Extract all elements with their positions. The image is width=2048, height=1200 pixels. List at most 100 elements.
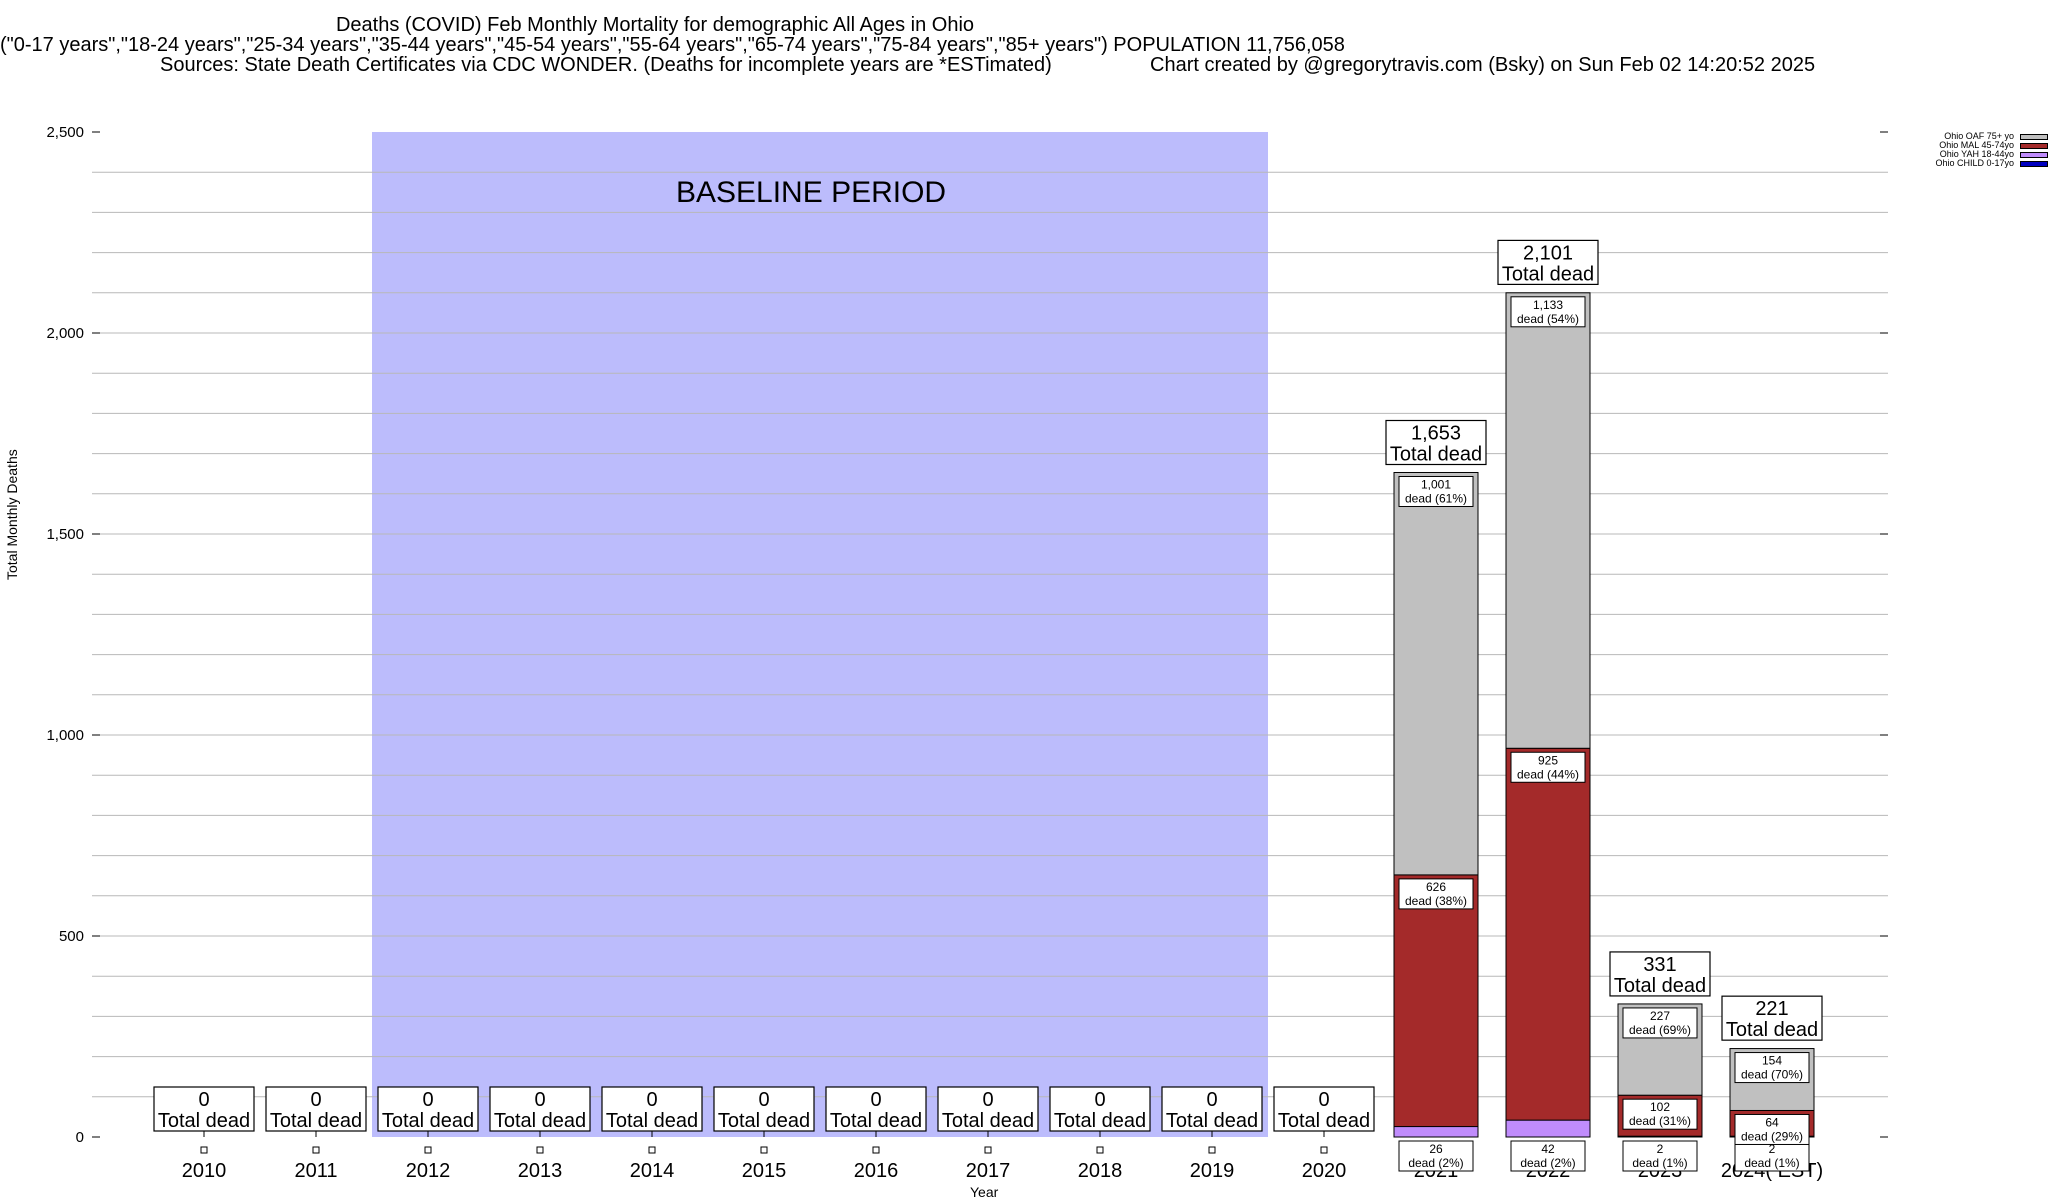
total-label-value: 0 [198, 1089, 209, 1111]
total-label-suffix: Total dead [1726, 1019, 1818, 1041]
total-label-box [1609, 951, 1711, 997]
total-label-value: 0 [1094, 1089, 1105, 1111]
zero-marker [1320, 1146, 1328, 1154]
segment-label-box [1622, 1140, 1698, 1172]
segment-label-pct: dead (29%) [1741, 1129, 1803, 1143]
segment-label-pct: dead (61%) [1405, 491, 1467, 505]
segment-label-value: 64 [1765, 1115, 1779, 1129]
zero-marker [1208, 1146, 1216, 1154]
total-label-value: 0 [534, 1089, 545, 1111]
total-label-box [265, 1086, 367, 1132]
x-tick-label: 2013 [518, 1160, 563, 1182]
total-label-value: 1,653 [1411, 422, 1461, 444]
chart-subtitle: ("0-17 years","18-24 years","25-34 years… [0, 34, 1345, 56]
legend-label: Ohio CHILD 0-17yo [1935, 158, 2014, 168]
x-tick-label: 2017 [966, 1160, 1011, 1182]
total-label-box [713, 1086, 815, 1132]
x-tick-label: 2012 [406, 1160, 451, 1182]
total-label-suffix: Total dead [830, 1110, 922, 1132]
total-label-value: 331 [1643, 954, 1676, 976]
y-tick-label: 1,000 [46, 727, 84, 744]
legend-item-child: Ohio CHILD 0-17yo [1888, 159, 2048, 168]
bar-segment [1393, 1126, 1479, 1138]
y-tick-label: 500 [59, 928, 84, 945]
legend-label: Ohio MAL 45-74yo [1939, 140, 2014, 150]
segment-label-box [1622, 1098, 1698, 1130]
segment-label-box [1734, 1140, 1810, 1172]
segment-label-pct: dead (70%) [1741, 1068, 1803, 1082]
total-label-box [377, 1086, 479, 1132]
total-label-value: 0 [758, 1089, 769, 1111]
legend-swatch [2020, 133, 2048, 140]
bar-segment [1505, 747, 1591, 1121]
y-tick-label: 0 [76, 1129, 84, 1146]
segment-label-box [1734, 1113, 1810, 1145]
segment-label-box [1510, 1140, 1586, 1172]
total-label-suffix: Total dead [270, 1110, 362, 1132]
segment-label-box [1398, 1140, 1474, 1172]
x-tick-label: 2011 [294, 1160, 337, 1182]
segment-label-pct: dead (38%) [1405, 894, 1467, 908]
y-tick-label: 1,500 [46, 526, 84, 543]
segment-label-pct: dead (69%) [1629, 1023, 1691, 1037]
segment-label-pct: dead (54%) [1517, 312, 1579, 326]
sources-note: Sources: State Death Certificates via CD… [160, 54, 1052, 76]
zero-marker [648, 1146, 656, 1154]
segment-label-value: 42 [1541, 1142, 1555, 1156]
segment-label-box [1510, 296, 1586, 328]
total-label-box [601, 1086, 703, 1132]
bar-segment [1393, 471, 1479, 876]
x-tick-label: 2010 [182, 1160, 227, 1182]
total-label-suffix: Total dead [494, 1110, 586, 1132]
total-label-box [153, 1086, 255, 1132]
total-label-value: 0 [982, 1089, 993, 1111]
legend-swatch [2020, 142, 2048, 149]
zero-marker [1096, 1146, 1104, 1154]
x-tick-label: 2014 [630, 1160, 675, 1182]
total-label-suffix: Total dead [382, 1110, 474, 1132]
total-label-box [1049, 1086, 1151, 1132]
total-label-suffix: Total dead [1502, 263, 1594, 285]
baseline-period-shading [372, 132, 1268, 1137]
zero-marker [536, 1146, 544, 1154]
total-label-box [937, 1086, 1039, 1132]
total-label-suffix: Total dead [1614, 975, 1706, 997]
bar-segment [1505, 1119, 1591, 1138]
y-axis-label: Total Monthly Deaths [4, 449, 20, 580]
total-label-box [1161, 1086, 1263, 1132]
baseline-period-label: BASELINE PERIOD [676, 176, 947, 209]
segment-label-value: 925 [1538, 753, 1558, 767]
y-tick-label: 2,500 [46, 124, 84, 141]
segment-label-value: 2 [1657, 1142, 1664, 1156]
segment-label-value: 1,133 [1533, 298, 1563, 312]
segment-label-pct: dead (44%) [1517, 767, 1579, 781]
total-label-box [1497, 239, 1599, 285]
total-label-box [1721, 995, 1823, 1041]
total-label-suffix: Total dead [1278, 1110, 1370, 1132]
segment-label-value: 227 [1650, 1009, 1670, 1023]
legend-swatch [2020, 151, 2048, 158]
total-label-suffix: Total dead [942, 1110, 1034, 1132]
segment-label-pct: dead (2%) [1408, 1156, 1463, 1170]
total-label-value: 0 [646, 1089, 657, 1111]
segment-label-value: 154 [1762, 1054, 1782, 1068]
segment-label-box [1622, 1007, 1698, 1039]
total-label-suffix: Total dead [158, 1110, 250, 1132]
segment-label-value: 2 [1769, 1142, 1776, 1156]
segment-label-value: 102 [1650, 1100, 1670, 1114]
segment-label-pct: dead (1%) [1744, 1156, 1799, 1170]
zero-marker [312, 1146, 320, 1154]
total-label-suffix: Total dead [1166, 1110, 1258, 1132]
segment-label-pct: dead (31%) [1629, 1114, 1691, 1128]
legend-label: Ohio OAF 75+ yo [1944, 131, 2014, 141]
x-axis-label: Year [970, 1184, 999, 1200]
total-label-value: 221 [1755, 998, 1788, 1020]
total-label-suffix: Total dead [1054, 1110, 1146, 1132]
total-label-value: 0 [1318, 1089, 1329, 1111]
total-label-box [489, 1086, 591, 1132]
total-label-box [1385, 419, 1487, 466]
total-label-box [1273, 1086, 1375, 1132]
legend-label: Ohio YAH 18-44yo [1939, 149, 2014, 159]
total-label-value: 0 [870, 1089, 881, 1111]
